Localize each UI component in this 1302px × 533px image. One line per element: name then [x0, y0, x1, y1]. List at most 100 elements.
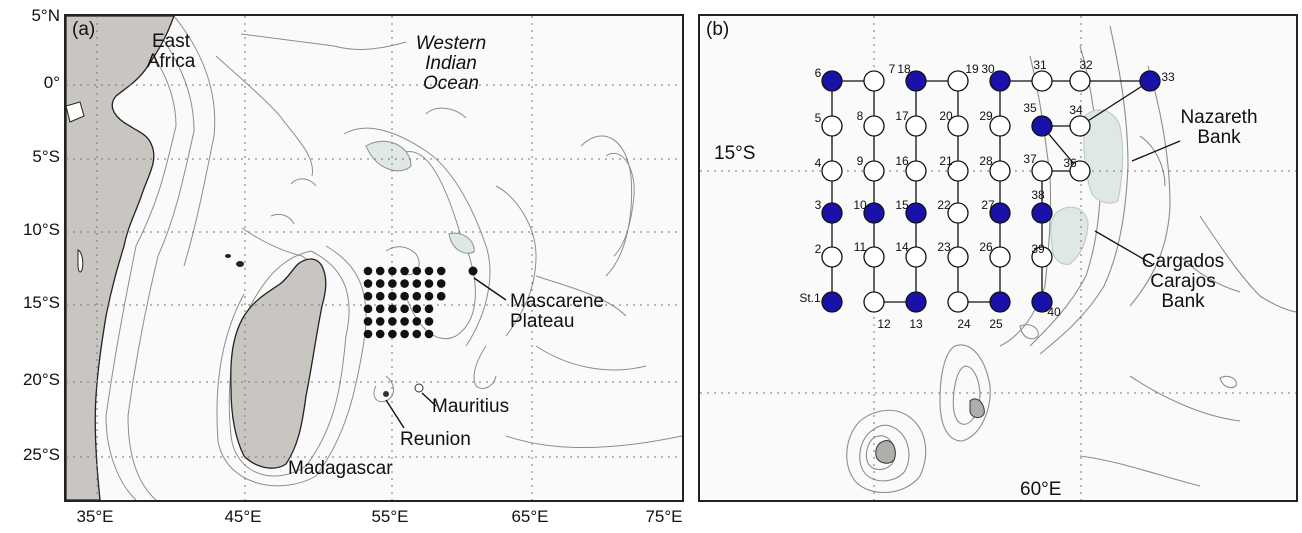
nazareth-line-1: Nazareth [1180, 107, 1258, 128]
ocean-line-1: Western [415, 33, 487, 54]
station-number-label: 22 [937, 198, 951, 212]
station-marker [821, 115, 843, 137]
station-marker [1069, 70, 1091, 92]
station-number-label: 14 [895, 240, 909, 254]
station-marker [947, 115, 969, 137]
station-marker [989, 70, 1011, 92]
overview-station-dot [424, 317, 434, 326]
overview-station-dot [412, 304, 422, 314]
station-number-label: 3 [814, 198, 822, 212]
station-marker [947, 291, 969, 313]
overview-station-dot [388, 304, 397, 314]
detail-contours [846, 25, 1296, 493]
lon-label-45e: 45°E [224, 507, 262, 526]
station-marker [989, 291, 1011, 313]
lat-label-10s: 10°S [22, 220, 60, 239]
lake-shape [66, 101, 85, 123]
overview-station-dot [424, 279, 434, 288]
overview-station-dot [363, 317, 373, 326]
overview-station-dot [424, 304, 434, 314]
overview-station-dot [400, 266, 409, 276]
mauritius-label: Mauritius [432, 396, 510, 417]
station-number-label: 6 [814, 66, 822, 80]
station-number-label: 31 [1033, 58, 1047, 72]
station-number-label: 20 [939, 109, 953, 123]
overview-station-dot [424, 291, 434, 301]
station-number-label: 10 [853, 198, 867, 212]
lake-malawi-shape [77, 249, 84, 273]
overview-station-dot [436, 279, 446, 288]
station-marker [905, 246, 927, 268]
cargados-line-3: Bank [1161, 290, 1205, 312]
overview-station-dot [400, 317, 409, 326]
overview-station-dot [400, 329, 409, 339]
station-number-label: 38 [1031, 188, 1045, 202]
reunion-label: Reunion [400, 429, 471, 450]
lat-label-15s: 15°S [22, 293, 60, 312]
station-number-label: 33 [1161, 70, 1175, 84]
overview-station-dot [412, 279, 422, 288]
graticule [66, 16, 682, 500]
overview-station-dot [424, 329, 434, 339]
overview-station-dot [412, 317, 422, 326]
station-number-label: 39 [1031, 242, 1045, 256]
station-number-label: 21 [939, 154, 953, 168]
station-number-label: 24 [957, 317, 971, 331]
overview-station-dot [436, 291, 446, 301]
station-marker [947, 246, 969, 268]
cargados-line-1: Cargados [1141, 251, 1225, 272]
station-number-label: St.1 [799, 291, 821, 305]
regional-map-panel: (a) East Africa Western Indian Ocean Mas… [64, 14, 684, 502]
overview-station-dot [388, 266, 397, 276]
overview-station-dot [388, 291, 397, 301]
station-number-label: 16 [895, 154, 909, 168]
station-number-label: 17 [895, 109, 909, 123]
station-marker [863, 160, 885, 182]
station-number-label: 4 [814, 156, 822, 170]
station-number-label: 29 [979, 109, 993, 123]
station-number-label: 35 [1023, 101, 1037, 115]
station-marker [1031, 160, 1053, 182]
lat-label-20s: 20°S [22, 370, 60, 389]
station-number-label: 37 [1023, 152, 1037, 166]
mauritius-marker [414, 383, 424, 393]
lon-label-35e: 35°E [76, 507, 114, 526]
overview-station-dot [400, 304, 409, 314]
station-number-label: 30 [981, 62, 995, 76]
station-marker [905, 291, 927, 313]
overview-station-dot [388, 329, 397, 339]
overview-station-dot [424, 266, 434, 276]
station-marker [821, 160, 843, 182]
comoros-island-2 [225, 254, 231, 258]
station-marker [863, 70, 885, 92]
lat-label-25s: 25°S [22, 445, 60, 464]
station-marker [1069, 115, 1091, 137]
station-marker [947, 160, 969, 182]
cargados-line-2: Carajos [1150, 270, 1216, 292]
station-number-label: 28 [979, 154, 993, 168]
overview-station-dot [388, 279, 397, 288]
station-marker [947, 70, 969, 92]
station-number-label: 36 [1063, 156, 1077, 170]
overview-station-dot [375, 304, 385, 314]
overview-station-dot [375, 266, 385, 276]
station-number-label: 15 [895, 198, 909, 212]
station-number-label: 26 [979, 240, 993, 254]
station-number-label: 11 [853, 240, 867, 254]
lat-label-5s: 5°S [32, 147, 60, 166]
station-marker [989, 202, 1011, 224]
overview-station-dot [436, 266, 446, 276]
track-segment [1079, 80, 1151, 127]
lon-label-55e: 55°E [371, 507, 409, 526]
lat-label-15s-detail: 15°S [714, 143, 756, 164]
overview-station-dot [363, 329, 373, 339]
station-number-label: 19 [965, 62, 979, 76]
ocean-line-2: Indian [425, 52, 477, 74]
station-marker [863, 115, 885, 137]
overview-station-dot [388, 317, 397, 326]
station-markers [821, 70, 1161, 313]
station-number-label: 8 [856, 109, 864, 123]
madagascar-land [230, 258, 327, 469]
station-marker [1031, 291, 1053, 313]
lat-label-5n: 5°N [31, 6, 60, 25]
